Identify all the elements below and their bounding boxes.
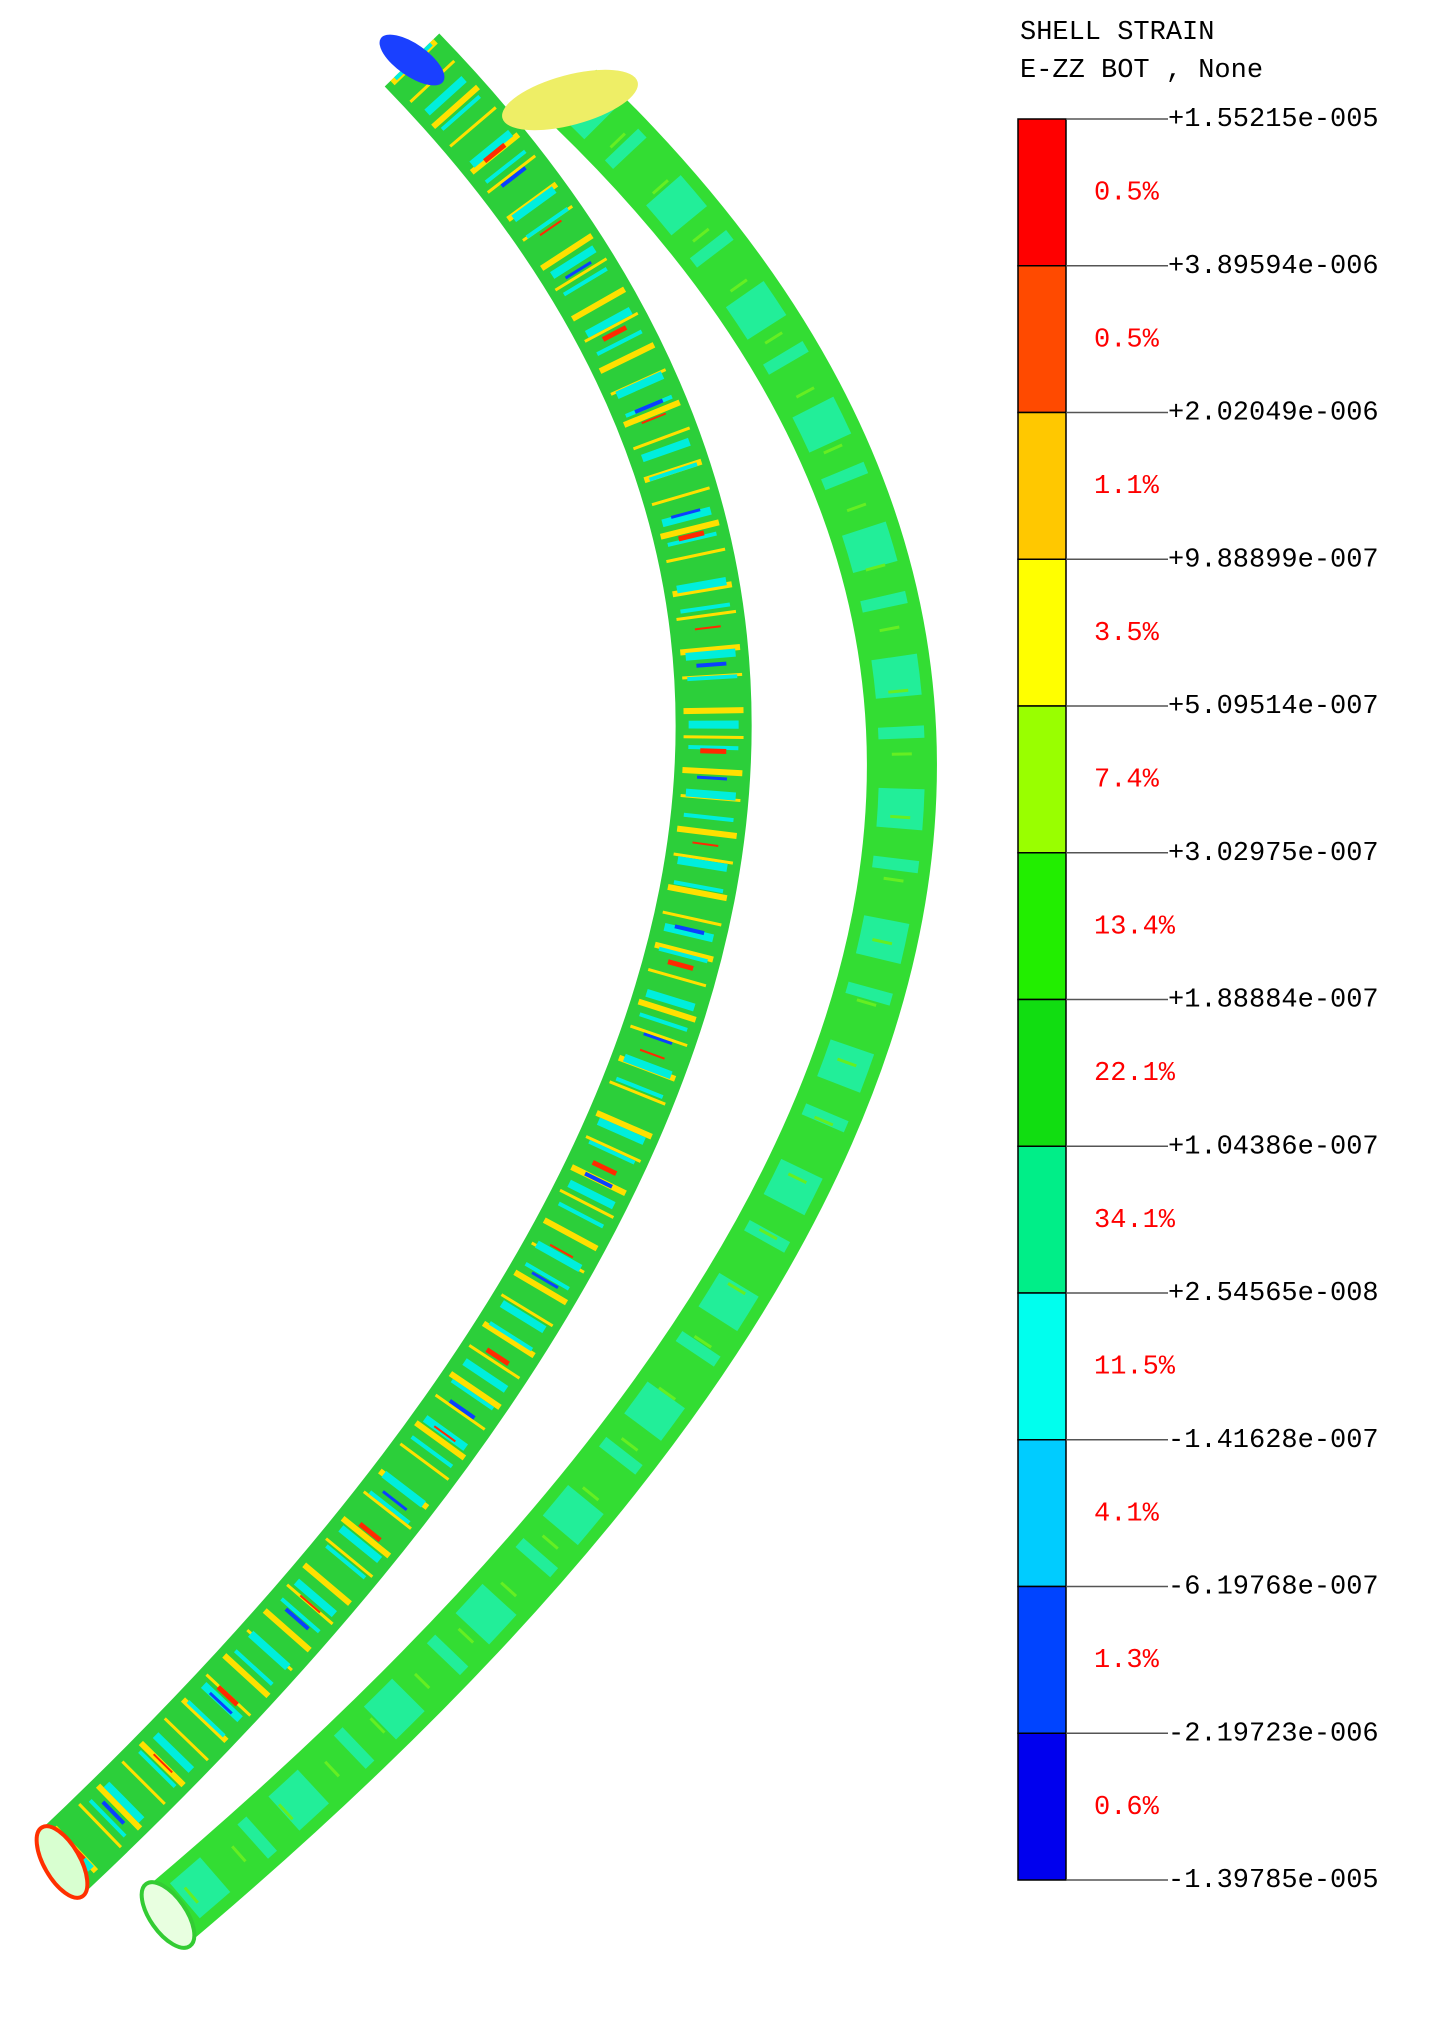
band-percent: 4.1% bbox=[1094, 1499, 1160, 1529]
level-label: -6.19768e-007 bbox=[1168, 1573, 1379, 1603]
level-label: +3.02975e-007 bbox=[1168, 839, 1379, 869]
color-band bbox=[1017, 705, 1067, 854]
band-percent: 11.5% bbox=[1094, 1353, 1176, 1383]
color-band bbox=[1017, 558, 1067, 707]
color-band bbox=[1017, 998, 1067, 1147]
band-percent: 13.4% bbox=[1094, 912, 1176, 942]
band-percent: 22.1% bbox=[1094, 1059, 1176, 1089]
level-label: +1.88884e-007 bbox=[1168, 986, 1379, 1016]
band-percent: 1.3% bbox=[1094, 1646, 1160, 1676]
level-label: -1.41628e-007 bbox=[1168, 1426, 1379, 1456]
legend-title: E-ZZ BOT , None bbox=[1020, 56, 1263, 86]
legend-title: SHELL STRAIN bbox=[1020, 18, 1214, 48]
level-label: -2.19723e-006 bbox=[1168, 1719, 1379, 1749]
level-label: -1.39785e-005 bbox=[1168, 1866, 1379, 1896]
level-label: +1.04386e-007 bbox=[1168, 1132, 1379, 1162]
band-percent: 3.5% bbox=[1094, 619, 1160, 649]
band-percent: 0.5% bbox=[1094, 179, 1160, 209]
band-percent: 0.6% bbox=[1094, 1793, 1160, 1823]
color-band bbox=[1017, 265, 1067, 414]
color-band bbox=[1017, 1585, 1067, 1734]
color-band bbox=[1017, 411, 1067, 560]
legend: SHELL STRAIN E-ZZ BOT , None 0.5% 0.5% 1.1% 3… bbox=[1017, 18, 1379, 1896]
color-band bbox=[1017, 852, 1067, 1001]
inner-tube bbox=[34, 33, 752, 1900]
color-band bbox=[1017, 1145, 1067, 1294]
color-band bbox=[1017, 1732, 1067, 1881]
level-label: +2.02049e-006 bbox=[1168, 399, 1379, 429]
color-band bbox=[1017, 118, 1067, 267]
band-percent: 0.5% bbox=[1094, 325, 1160, 355]
level-label: +9.88899e-007 bbox=[1168, 545, 1379, 575]
color-band bbox=[1017, 1439, 1067, 1588]
level-label: +2.54565e-008 bbox=[1168, 1279, 1379, 1309]
band-percent: 7.4% bbox=[1094, 766, 1160, 796]
band-percent: 34.1% bbox=[1094, 1206, 1176, 1236]
color-band bbox=[1017, 1292, 1067, 1441]
level-label: +3.89594e-006 bbox=[1168, 252, 1379, 282]
level-label: +5.09514e-007 bbox=[1168, 692, 1379, 722]
outer-tube bbox=[139, 69, 937, 1950]
band-percent: 1.1% bbox=[1094, 472, 1160, 502]
level-label: +1.55215e-005 bbox=[1168, 105, 1379, 135]
